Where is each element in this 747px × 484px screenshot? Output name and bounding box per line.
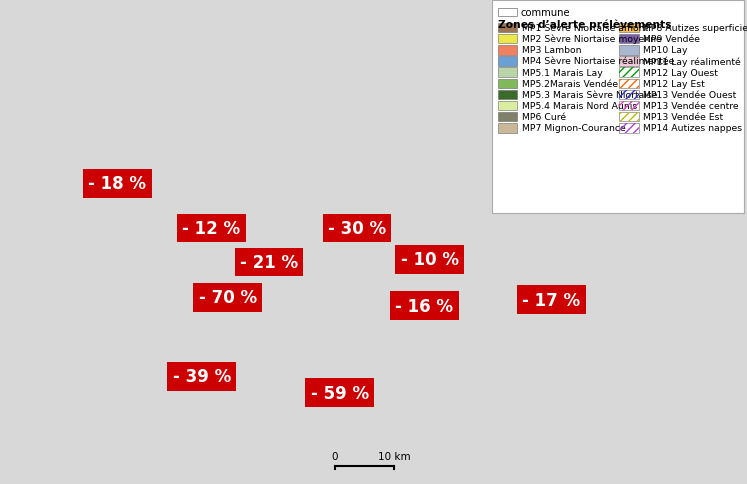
Bar [498, 46, 517, 56]
Text: MP3 Lambon: MP3 Lambon [521, 46, 581, 55]
Text: MP4 Sèvre Niortaise réalimentée: MP4 Sèvre Niortaise réalimentée [521, 57, 674, 66]
Text: MP12 Lay Est: MP12 Lay Est [643, 79, 705, 89]
Text: - 70 %: - 70 % [199, 288, 257, 307]
Bar [619, 124, 639, 133]
Text: - 12 %: - 12 % [182, 219, 241, 238]
Bar [619, 102, 639, 111]
Bar [498, 102, 517, 111]
Text: MP7 Mignon-Courance: MP7 Mignon-Courance [521, 124, 625, 133]
Text: MP5.4 Marais Nord Aunis: MP5.4 Marais Nord Aunis [521, 102, 637, 111]
Text: MP5.1 Marais Lay: MP5.1 Marais Lay [521, 68, 603, 77]
Bar [619, 68, 639, 78]
Bar [498, 68, 517, 78]
Bar [619, 46, 639, 56]
Text: MP12 Lay Ouest: MP12 Lay Ouest [643, 68, 718, 77]
Bar [619, 113, 639, 122]
Bar [498, 113, 517, 122]
Text: - 16 %: - 16 % [395, 297, 453, 315]
Bar [492, 1, 744, 214]
Text: MP6 Curé: MP6 Curé [521, 113, 566, 122]
Text: MP13 Vendée Est: MP13 Vendée Est [643, 113, 723, 122]
Bar [498, 9, 517, 17]
Bar [619, 68, 639, 78]
Text: - 17 %: - 17 % [522, 291, 580, 309]
Bar [498, 57, 517, 67]
Text: 0: 0 [332, 451, 338, 461]
Text: MP2 Sèvre Niortaise moyenne: MP2 Sèvre Niortaise moyenne [521, 35, 662, 45]
Text: - 39 %: - 39 % [173, 367, 231, 386]
Bar [619, 124, 639, 133]
Bar [619, 102, 639, 111]
Text: - 59 %: - 59 % [311, 384, 369, 402]
Text: - 18 %: - 18 % [88, 175, 146, 193]
Text: - 10 %: - 10 % [400, 251, 459, 269]
Bar [619, 113, 639, 122]
Bar [498, 124, 517, 133]
Bar [619, 24, 639, 33]
Text: MP14 Autizes nappes: MP14 Autizes nappes [643, 124, 743, 133]
Bar [619, 35, 639, 45]
Text: MP9 Vendée: MP9 Vendée [643, 35, 700, 44]
Text: MP10 Lay: MP10 Lay [643, 46, 688, 55]
Text: MP8 Autizes superficiel: MP8 Autizes superficiel [643, 24, 747, 33]
Bar [619, 57, 639, 67]
Bar [619, 91, 639, 100]
Bar [498, 35, 517, 45]
Bar [498, 91, 517, 100]
Text: MP5.2Marais Vendée: MP5.2Marais Vendée [521, 79, 618, 89]
Text: 10 km: 10 km [378, 451, 411, 461]
Text: MP13 Vendée Ouest: MP13 Vendée Ouest [643, 91, 737, 100]
Bar [619, 79, 639, 89]
Bar [619, 79, 639, 89]
Text: MP11 Lay réalimenté: MP11 Lay réalimenté [643, 57, 741, 67]
Text: MP5.3 Marais Sèvre Niortaise: MP5.3 Marais Sèvre Niortaise [521, 91, 657, 100]
Text: MP13 Vendée centre: MP13 Vendée centre [643, 102, 739, 111]
Bar [498, 79, 517, 89]
Text: - 21 %: - 21 % [240, 253, 298, 272]
Text: commune: commune [520, 8, 570, 18]
Bar [498, 24, 517, 33]
Bar [619, 91, 639, 100]
Text: - 30 %: - 30 % [328, 219, 386, 238]
Text: Zones d’alerte prélèvements: Zones d’alerte prélèvements [498, 20, 672, 30]
Text: MP1 Sèvre Niortaise amont: MP1 Sèvre Niortaise amont [521, 24, 648, 33]
